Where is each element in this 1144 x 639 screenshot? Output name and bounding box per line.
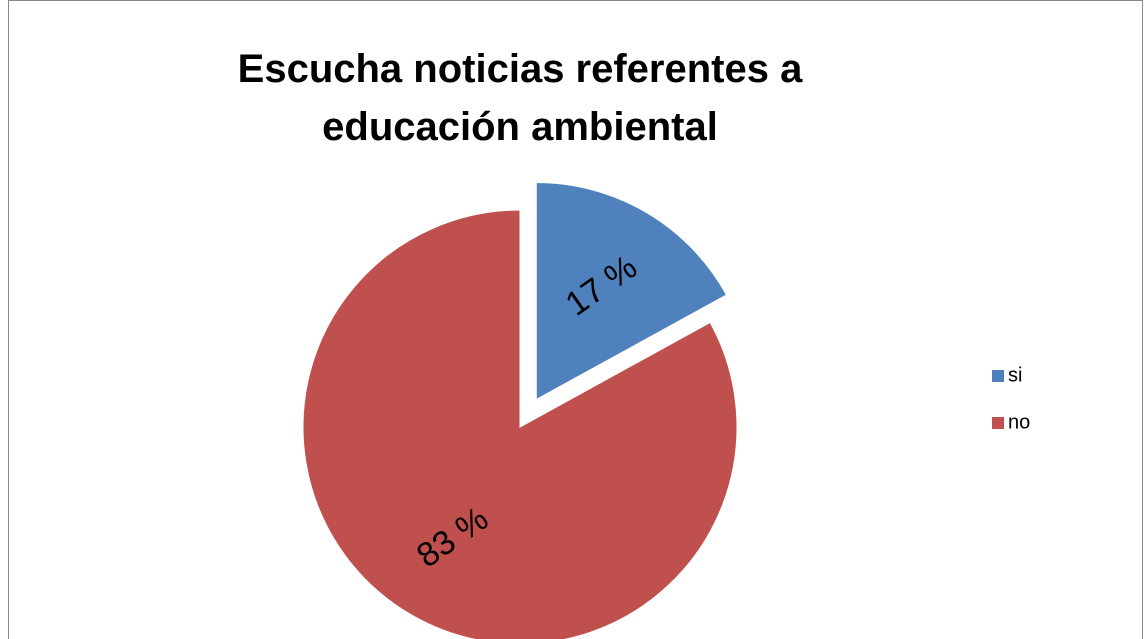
legend-label: si [1008,364,1022,386]
pie-slice [302,209,738,639]
legend-label: no [1008,411,1030,433]
chart-title: Escucha noticias referentes a educación … [237,47,803,149]
legend-swatch [992,417,1004,429]
legend-swatch [992,370,1004,382]
pie-slice [535,181,728,401]
chart-border [8,0,1143,639]
